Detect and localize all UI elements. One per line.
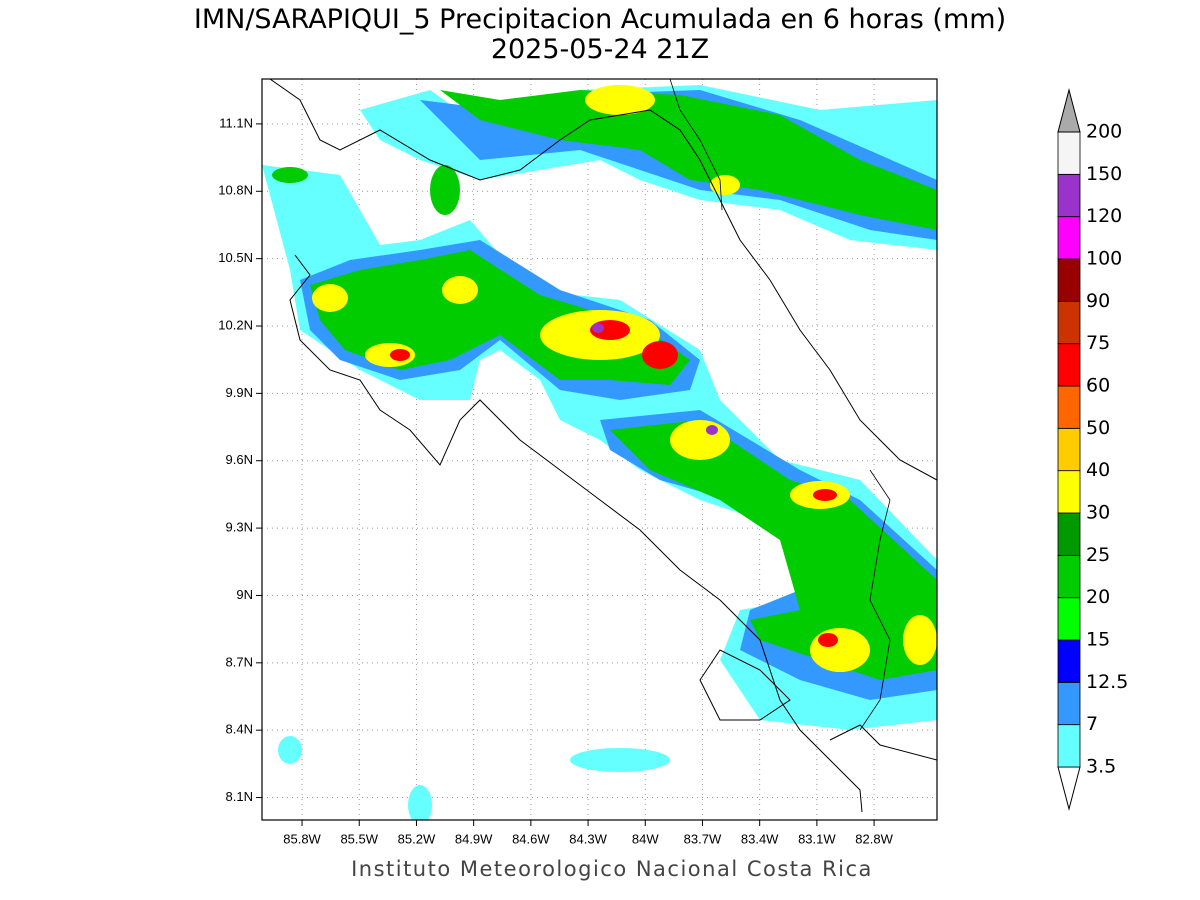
colorbar-box — [1057, 385, 1081, 429]
x-tick-label: 84W — [632, 831, 659, 846]
colorbar-label: 3.5 — [1086, 756, 1116, 778]
colorbar-box — [1057, 427, 1081, 472]
colorbar-under — [1057, 766, 1081, 811]
x-tick-label: 83.7W — [684, 831, 722, 846]
colorbar-box — [1057, 597, 1081, 641]
y-tick-label: 8.1N — [226, 789, 253, 804]
footer: Instituto Meteorologico Nacional Costa R… — [351, 857, 873, 881]
colorbar-label: 7 — [1086, 713, 1098, 735]
precip-area — [710, 175, 740, 195]
colorbar-label: 50 — [1086, 417, 1110, 439]
colorbar-box — [1057, 724, 1081, 768]
colorbar-label: 200 — [1086, 121, 1122, 143]
y-tick-label: 9N — [236, 587, 253, 602]
y-tick-label: 10.8N — [218, 183, 253, 198]
colorbar-label: 60 — [1086, 375, 1110, 397]
precip-area — [390, 349, 410, 361]
colorbar-label: 20 — [1086, 586, 1110, 608]
precip-area — [903, 615, 937, 665]
precip-area — [408, 785, 432, 820]
y-tick-label: 8.4N — [226, 722, 253, 737]
colorbar-box — [1057, 300, 1081, 345]
colorbar: 3.5 7 12.5 15 20 25 30 40 50 60 75 90 100 120 150 200 — [1057, 88, 1128, 811]
border — [859, 469, 891, 731]
coastline — [829, 724, 937, 761]
colorbar-box — [1057, 173, 1081, 218]
y-tick-label: 9.6N — [226, 452, 253, 467]
y-tick-label: 11.1N — [219, 115, 253, 130]
precip-area — [810, 628, 870, 672]
colorbar-over — [1057, 88, 1081, 133]
precip-field — [262, 85, 937, 820]
precip-area — [592, 323, 604, 333]
y-tick-label: 10.5N — [218, 250, 253, 265]
precip-area — [570, 748, 670, 772]
colorbar-label: 90 — [1086, 290, 1110, 312]
y-tick-label: 9.9N — [226, 385, 253, 400]
colorbar-label: 100 — [1086, 248, 1122, 270]
colorbar-label: 75 — [1086, 332, 1110, 354]
colorbar-box — [1057, 470, 1081, 514]
colorbar-box — [1057, 343, 1081, 387]
colorbar-label: 12.5 — [1086, 671, 1128, 693]
x-tick-label: 82.8W — [855, 831, 893, 846]
precip-area — [642, 341, 678, 369]
precip-area — [670, 420, 730, 460]
precip-area — [278, 736, 302, 764]
colorbar-box — [1057, 131, 1081, 175]
precip-area — [312, 284, 348, 312]
precip-area — [430, 165, 460, 215]
x-tick-label: 84.9W — [455, 831, 493, 846]
map-frame — [261, 78, 938, 821]
subtitle: 2025-05-24 21Z — [491, 34, 709, 65]
x-tick-label: 85.8W — [283, 831, 321, 846]
coastline — [699, 649, 791, 721]
x-tick-label: 85.2W — [398, 831, 436, 846]
precip-area — [440, 90, 937, 230]
precip-area — [818, 633, 838, 647]
precip-area — [272, 167, 308, 183]
y-tick-label: 9.3N — [226, 520, 253, 535]
border — [669, 79, 723, 211]
x-tick-label: 84.6W — [512, 831, 550, 846]
colorbar-label: 25 — [1086, 544, 1110, 566]
precip-area — [585, 85, 655, 115]
colorbar-box — [1057, 258, 1081, 302]
colorbar-label: 40 — [1086, 459, 1110, 481]
colorbar-label: 120 — [1086, 205, 1122, 227]
colorbar-label: 15 — [1086, 629, 1110, 651]
y-tick-label: 10.2N — [218, 317, 253, 332]
y-tick-label: 8.7N — [226, 654, 253, 669]
coastline — [269, 79, 937, 813]
precip-area — [610, 420, 937, 680]
x-tick-label: 83.1W — [798, 831, 836, 846]
colorbar-label: 30 — [1086, 502, 1110, 524]
colorbar-box — [1057, 681, 1081, 726]
colorbar-label: 150 — [1086, 163, 1122, 185]
colorbar-box — [1057, 512, 1081, 556]
x-tick-label: 83.4W — [741, 831, 779, 846]
precip-area — [813, 489, 837, 501]
colorbar-box — [1057, 216, 1081, 260]
x-tick-label: 84.3W — [569, 831, 607, 846]
precip-area — [706, 425, 718, 435]
coastline — [269, 79, 937, 481]
x-tick-label: 85.5W — [340, 831, 378, 846]
title: IMN/SARAPIQUI_5 Precipitacion Acumulada … — [194, 4, 1006, 35]
colorbar-box — [1057, 639, 1081, 683]
colorbar-box — [1057, 554, 1081, 599]
precip-area — [442, 276, 478, 304]
